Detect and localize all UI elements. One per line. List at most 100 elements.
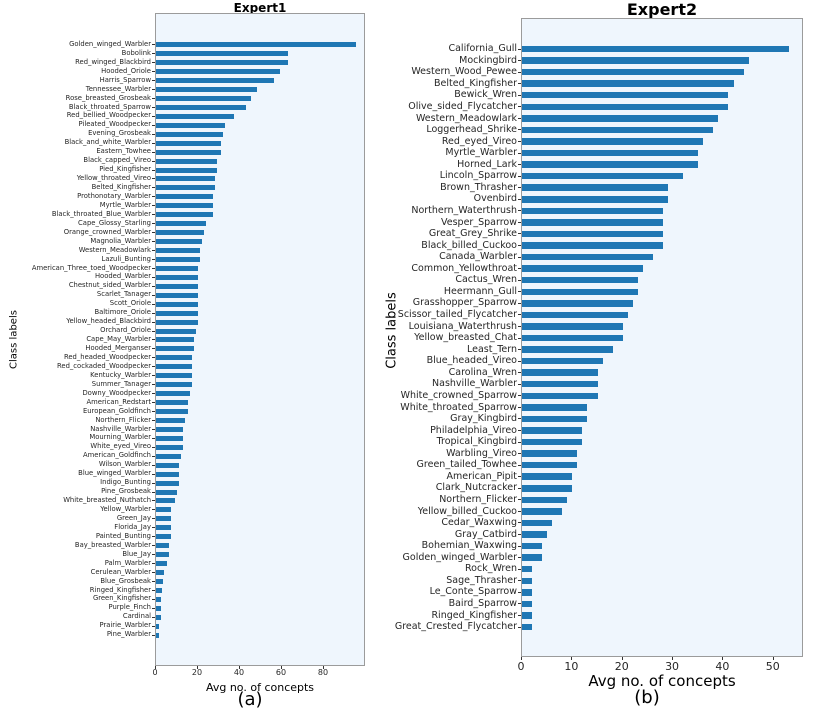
bar — [156, 346, 194, 352]
bar — [522, 508, 563, 515]
y-tick-mark — [518, 453, 521, 455]
y-tick-mark — [152, 89, 155, 91]
y-tick-label: Mourning_Warbler — [89, 433, 151, 442]
bar — [522, 427, 583, 434]
bar — [522, 161, 699, 168]
y-tick-label: White_breasted_Nuthatch — [63, 496, 151, 505]
bar — [522, 380, 598, 388]
y-tick-mark — [152, 607, 155, 609]
y-tick-label: Le_Conte_Sparrow — [429, 586, 517, 598]
y-tick-mark — [518, 48, 521, 50]
bar — [156, 435, 184, 441]
bar — [522, 485, 573, 492]
y-tick-label: Horned_Lark — [457, 158, 517, 170]
x-tick-mark — [571, 657, 573, 660]
x-tick-mark — [323, 666, 324, 669]
y-tick-mark — [518, 83, 521, 85]
y-tick-label: Red_headed_Woodpecker — [63, 352, 151, 361]
y-tick-label: Sage_Thrasher — [446, 574, 517, 586]
bar — [156, 95, 251, 101]
y-tick-mark — [518, 279, 521, 281]
bar — [522, 461, 578, 469]
y-tick-label: Scarlet_Tanager — [96, 290, 151, 299]
bar — [522, 300, 633, 307]
y-tick-mark — [152, 348, 155, 350]
y-tick-label: Bay_breasted_Warbler — [74, 540, 151, 549]
y-tick-label: Green_Kingfisher — [92, 594, 151, 603]
y-tick-mark — [152, 375, 155, 377]
bar — [156, 194, 213, 200]
y-tick-label: Rock_Wren — [465, 563, 517, 575]
bar — [156, 319, 198, 325]
bar — [156, 301, 198, 307]
y-tick-label: Scissor_tailed_Flycatcher — [397, 309, 517, 321]
y-tick-label: Green_Jay — [116, 513, 151, 522]
x-tick-label: 20 — [191, 668, 203, 677]
y-tick-mark — [518, 71, 521, 73]
y-tick-mark — [152, 402, 155, 404]
bar — [156, 444, 184, 450]
bar — [156, 60, 289, 66]
y-tick-mark — [518, 60, 521, 62]
y-tick-mark — [518, 441, 521, 443]
y-tick-mark — [152, 518, 155, 520]
x-tick-mark — [621, 657, 623, 660]
bar — [522, 519, 553, 527]
y-tick-label: Grasshopper_Sparrow — [412, 297, 517, 309]
y-tick-label: Tennessee_Warbler — [85, 84, 151, 93]
y-tick-mark — [518, 487, 521, 489]
y-tick-mark — [152, 214, 155, 216]
x-tick-label: 30 — [665, 660, 680, 673]
y-tick-label: Hooded_Oriole — [101, 66, 151, 75]
y-tick-label: Florida_Jay — [114, 522, 151, 531]
y-tick-label: Louisiana_Waterthrush — [408, 320, 517, 332]
y-tick-mark — [152, 267, 155, 269]
bar — [522, 415, 588, 423]
y-tick-label: Magnolia_Warbler — [90, 236, 151, 245]
y-tick-label: Brown_Thrasher — [440, 181, 517, 193]
bar — [522, 334, 623, 342]
y-tick-mark — [152, 339, 155, 341]
y-tick-mark — [518, 499, 521, 501]
y-tick-label: Bewick_Wren — [454, 89, 517, 101]
x-tick-label: 40 — [233, 668, 245, 677]
bar — [522, 346, 613, 353]
bar — [522, 80, 734, 87]
bar — [522, 311, 628, 319]
y-tick-label: Scott_Oriole — [109, 299, 151, 308]
y-tick-label: Blue_headed_Vireo — [426, 355, 517, 367]
y-tick-label: Hooded_Warbler — [94, 272, 151, 281]
y-tick-label: White_throated_Sparrow — [400, 401, 517, 413]
y-tick-label: Pied_Kingfisher — [99, 165, 151, 174]
y-tick-mark — [152, 616, 155, 618]
y-tick-label: Bobolink — [121, 48, 151, 57]
y-tick-mark — [152, 509, 155, 511]
bar — [156, 256, 201, 262]
bar — [522, 473, 573, 480]
bar — [522, 184, 669, 191]
y-tick-label: Cardinal — [122, 612, 151, 621]
y-tick-mark — [152, 205, 155, 207]
bar — [522, 392, 598, 400]
y-tick-label: Great_Grey_Shrike — [428, 228, 517, 240]
bar — [522, 253, 653, 261]
y-tick-label: Orchard_Oriole — [100, 326, 151, 335]
y-tick-mark — [152, 321, 155, 323]
bar — [156, 614, 162, 620]
y-tick-mark — [152, 536, 155, 538]
y-tick-mark — [518, 476, 521, 478]
y-tick-mark — [518, 557, 521, 559]
y-tick-mark — [152, 187, 155, 189]
bar — [156, 140, 222, 146]
y-tick-label: Black_billed_Cuckoo — [421, 239, 517, 251]
bar — [156, 623, 160, 629]
y-tick-label: Black_throated_Blue_Warbler — [51, 209, 151, 218]
chart-title: Expert2 — [626, 0, 698, 19]
bar — [156, 149, 222, 155]
y-tick-label: Canada_Warbler — [439, 251, 517, 263]
y-tick-label: Loggerhead_Shrike — [426, 124, 517, 136]
y-tick-mark — [518, 522, 521, 524]
y-tick-mark — [518, 221, 521, 223]
y-tick-mark — [152, 357, 155, 359]
bar — [156, 203, 213, 209]
